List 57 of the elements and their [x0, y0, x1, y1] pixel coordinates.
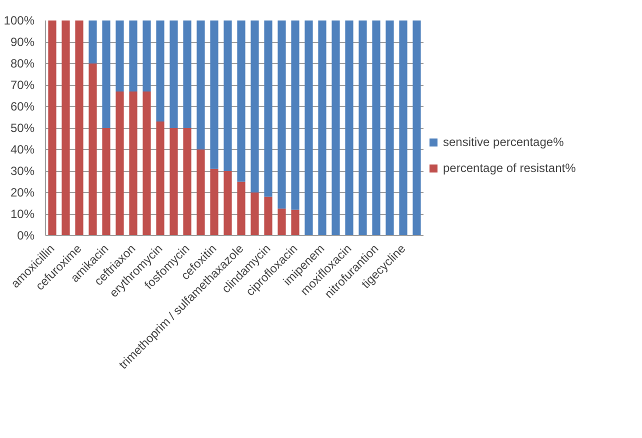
- bar: [142, 20, 151, 92]
- bar: [412, 20, 421, 236]
- bar: [116, 20, 124, 92]
- bar: [196, 150, 205, 236]
- bar: [62, 20, 70, 236]
- bar: [291, 210, 300, 236]
- bar: [372, 20, 380, 236]
- bar: [224, 171, 232, 236]
- bar: [116, 91, 124, 236]
- bar: [48, 20, 56, 236]
- bar: [358, 20, 367, 236]
- y-tick-label: 100%: [4, 14, 35, 28]
- bar: [332, 20, 340, 236]
- bar: [129, 20, 138, 92]
- bar: [250, 192, 259, 236]
- y-tick-label: 20%: [10, 186, 35, 200]
- bar: [304, 20, 313, 236]
- bar: [237, 182, 246, 236]
- bar: [318, 20, 326, 236]
- bar: [183, 20, 192, 128]
- bar: [102, 128, 110, 236]
- y-tick-label: 80%: [10, 56, 35, 70]
- bar: [170, 128, 178, 236]
- y-tick-label: 10%: [10, 207, 35, 221]
- bar: [75, 20, 84, 236]
- bar: [183, 128, 192, 236]
- bar: [142, 91, 151, 236]
- bar: [345, 20, 354, 236]
- bar: [88, 20, 97, 64]
- bar: [102, 20, 110, 128]
- bar: [264, 196, 272, 236]
- legend-label: percentage of resistant%: [443, 161, 576, 175]
- bar: [156, 122, 164, 236]
- y-tick-label: 50%: [10, 121, 35, 135]
- bar: [210, 20, 218, 169]
- y-tick-label: 40%: [10, 142, 35, 156]
- bar: [250, 20, 259, 192]
- legend-label: sensitive percentage%: [443, 135, 564, 149]
- bar: [386, 20, 394, 236]
- y-tick-label: 30%: [10, 164, 35, 178]
- y-tick-label: 0%: [17, 228, 35, 242]
- bar: [237, 20, 246, 182]
- bar: [170, 20, 178, 128]
- y-tick-label: 90%: [10, 35, 35, 49]
- y-tick-label: 60%: [10, 100, 35, 114]
- bar: [264, 20, 272, 197]
- y-tick-label: 70%: [10, 78, 35, 92]
- bar: [88, 64, 97, 236]
- bar: [156, 20, 164, 122]
- bar: [224, 20, 232, 171]
- bar: [196, 20, 205, 150]
- bar: [278, 20, 286, 209]
- bar: [129, 91, 138, 236]
- bar: [210, 168, 218, 236]
- bar: [291, 20, 300, 210]
- bar: [399, 20, 408, 236]
- bar: [278, 208, 286, 236]
